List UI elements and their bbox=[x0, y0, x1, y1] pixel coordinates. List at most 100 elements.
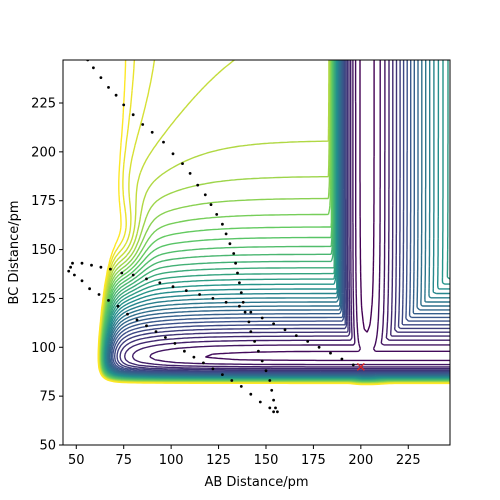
trajectory-3-point bbox=[183, 349, 186, 353]
trajectory-3-point bbox=[145, 324, 148, 328]
trajectory-1-point bbox=[272, 398, 275, 402]
trajectory-2-point bbox=[238, 304, 241, 308]
x-axis: 50 75 100 125 150 175 200 225 bbox=[68, 445, 421, 468]
trajectory-3-point bbox=[192, 355, 196, 359]
trajectory-1-point bbox=[239, 291, 243, 294]
contour-level-14 bbox=[106, 60, 450, 378]
trajectory-2-point bbox=[317, 345, 321, 349]
y-tick-label: 175 bbox=[31, 194, 56, 209]
contour-level-4 bbox=[131, 60, 450, 368]
x-tick-label: 125 bbox=[206, 453, 231, 468]
y-tick-label: 100 bbox=[31, 341, 56, 356]
trajectory-1-point bbox=[122, 103, 126, 107]
trajectory-1-point bbox=[224, 232, 228, 236]
trajectory-2-point bbox=[99, 265, 103, 269]
trajectory-3-point bbox=[135, 318, 139, 322]
contour-level-16 bbox=[105, 60, 450, 379]
trajectory-2-point bbox=[329, 351, 332, 355]
trajectory-2-point bbox=[120, 271, 124, 275]
trajectory-3-point bbox=[249, 392, 253, 396]
trajectory-2-point bbox=[67, 269, 71, 273]
trajectory-2-point bbox=[198, 293, 202, 296]
trajectory-1-point bbox=[249, 330, 253, 333]
minimum-marker bbox=[356, 362, 365, 371]
trajectory-1-point bbox=[257, 349, 260, 353]
y-tick-label: 150 bbox=[31, 243, 56, 258]
trajectory-1-point bbox=[92, 66, 95, 70]
trajectory-3-point bbox=[154, 330, 158, 333]
trajectory-1-point bbox=[236, 271, 239, 275]
trajectory-1-point bbox=[260, 359, 264, 363]
x-tick-label: 175 bbox=[301, 453, 326, 468]
trajectory-3-point bbox=[107, 299, 110, 302]
x-tick-label: 75 bbox=[115, 453, 132, 468]
x-tick-label: 150 bbox=[254, 453, 279, 468]
y-tick-label: 200 bbox=[31, 145, 56, 160]
contour-level-7 bbox=[116, 60, 450, 372]
trajectory-3-point bbox=[173, 342, 177, 345]
contour-level-9 bbox=[112, 60, 450, 374]
trajectory-1-point bbox=[264, 369, 268, 373]
plot-frame bbox=[62, 59, 451, 446]
trajectory-2-point bbox=[283, 328, 287, 332]
trajectory-1-point bbox=[171, 152, 175, 156]
trajectory-1-point bbox=[162, 140, 165, 144]
marker-layer bbox=[356, 362, 365, 371]
trajectory-2-point bbox=[158, 281, 162, 285]
trajectory-1-point bbox=[141, 123, 145, 126]
trajectory-1-point bbox=[228, 242, 232, 246]
y-tick-label: 225 bbox=[31, 96, 56, 111]
trajectory-3-point bbox=[73, 273, 76, 277]
trajectory-3-point bbox=[268, 406, 272, 410]
trajectory-3-point bbox=[276, 410, 279, 414]
trajectory-1-point bbox=[243, 310, 247, 314]
y-axis-label: BC Distance/pm bbox=[7, 200, 22, 304]
trajectory-2-point bbox=[80, 261, 84, 265]
potential-contour-lines bbox=[97, 60, 450, 386]
trajectory-1-point bbox=[221, 222, 224, 226]
trajectory-1-point bbox=[209, 203, 213, 207]
trajectory-1-point bbox=[107, 86, 110, 89]
x-tick-label: 100 bbox=[159, 453, 184, 468]
y-tick-label: 125 bbox=[31, 292, 56, 307]
trajectory-2-point bbox=[306, 340, 310, 343]
trajectory-2-point bbox=[249, 310, 253, 314]
trajectory-2-point bbox=[224, 300, 228, 304]
contour-level-34 bbox=[97, 60, 450, 386]
trajectory-1-point bbox=[203, 193, 207, 197]
trajectory-1-point bbox=[241, 300, 245, 304]
trajectory-points bbox=[67, 60, 355, 414]
trajectory-3-point bbox=[80, 279, 84, 283]
contour-level-15 bbox=[105, 60, 450, 379]
y-tick-label: 75 bbox=[39, 390, 56, 405]
trajectory-1-point bbox=[99, 76, 103, 79]
contour-level-5 bbox=[124, 60, 450, 370]
trajectory-1-point bbox=[253, 340, 256, 343]
trajectory-2-point bbox=[90, 263, 93, 267]
trajectory-2-point bbox=[171, 285, 175, 289]
trajectory-1-point bbox=[215, 213, 219, 216]
trajectory-2-point bbox=[109, 267, 112, 271]
x-axis-label: AB Distance/pm bbox=[204, 475, 308, 490]
trajectory-1-point bbox=[247, 320, 251, 324]
trajectory-1-point bbox=[181, 162, 184, 166]
trajectory-2-point bbox=[260, 316, 264, 320]
trajectory-1-point bbox=[232, 252, 236, 255]
trajectory-3-point bbox=[211, 367, 215, 371]
trajectory-1-point bbox=[274, 406, 277, 410]
trajectory-1-point bbox=[196, 183, 200, 187]
trajectory-3-point bbox=[202, 361, 205, 365]
trajectory-3-point bbox=[88, 287, 91, 291]
trajectory-2-point bbox=[294, 334, 298, 337]
trajectory-2-point bbox=[184, 289, 188, 292]
x-tick-label: 200 bbox=[348, 453, 373, 468]
trajectory-3-point bbox=[230, 379, 234, 382]
contour-level-1 bbox=[359, 60, 375, 333]
y-axis: 50 75 100 125 150 175 200 225 bbox=[31, 96, 63, 454]
trajectory-1-point bbox=[270, 388, 274, 392]
trajectory-1-point bbox=[150, 130, 154, 134]
trajectory-2-point bbox=[131, 273, 135, 277]
trajectory-3-point bbox=[116, 304, 120, 308]
trajectory-2-point bbox=[340, 357, 344, 361]
